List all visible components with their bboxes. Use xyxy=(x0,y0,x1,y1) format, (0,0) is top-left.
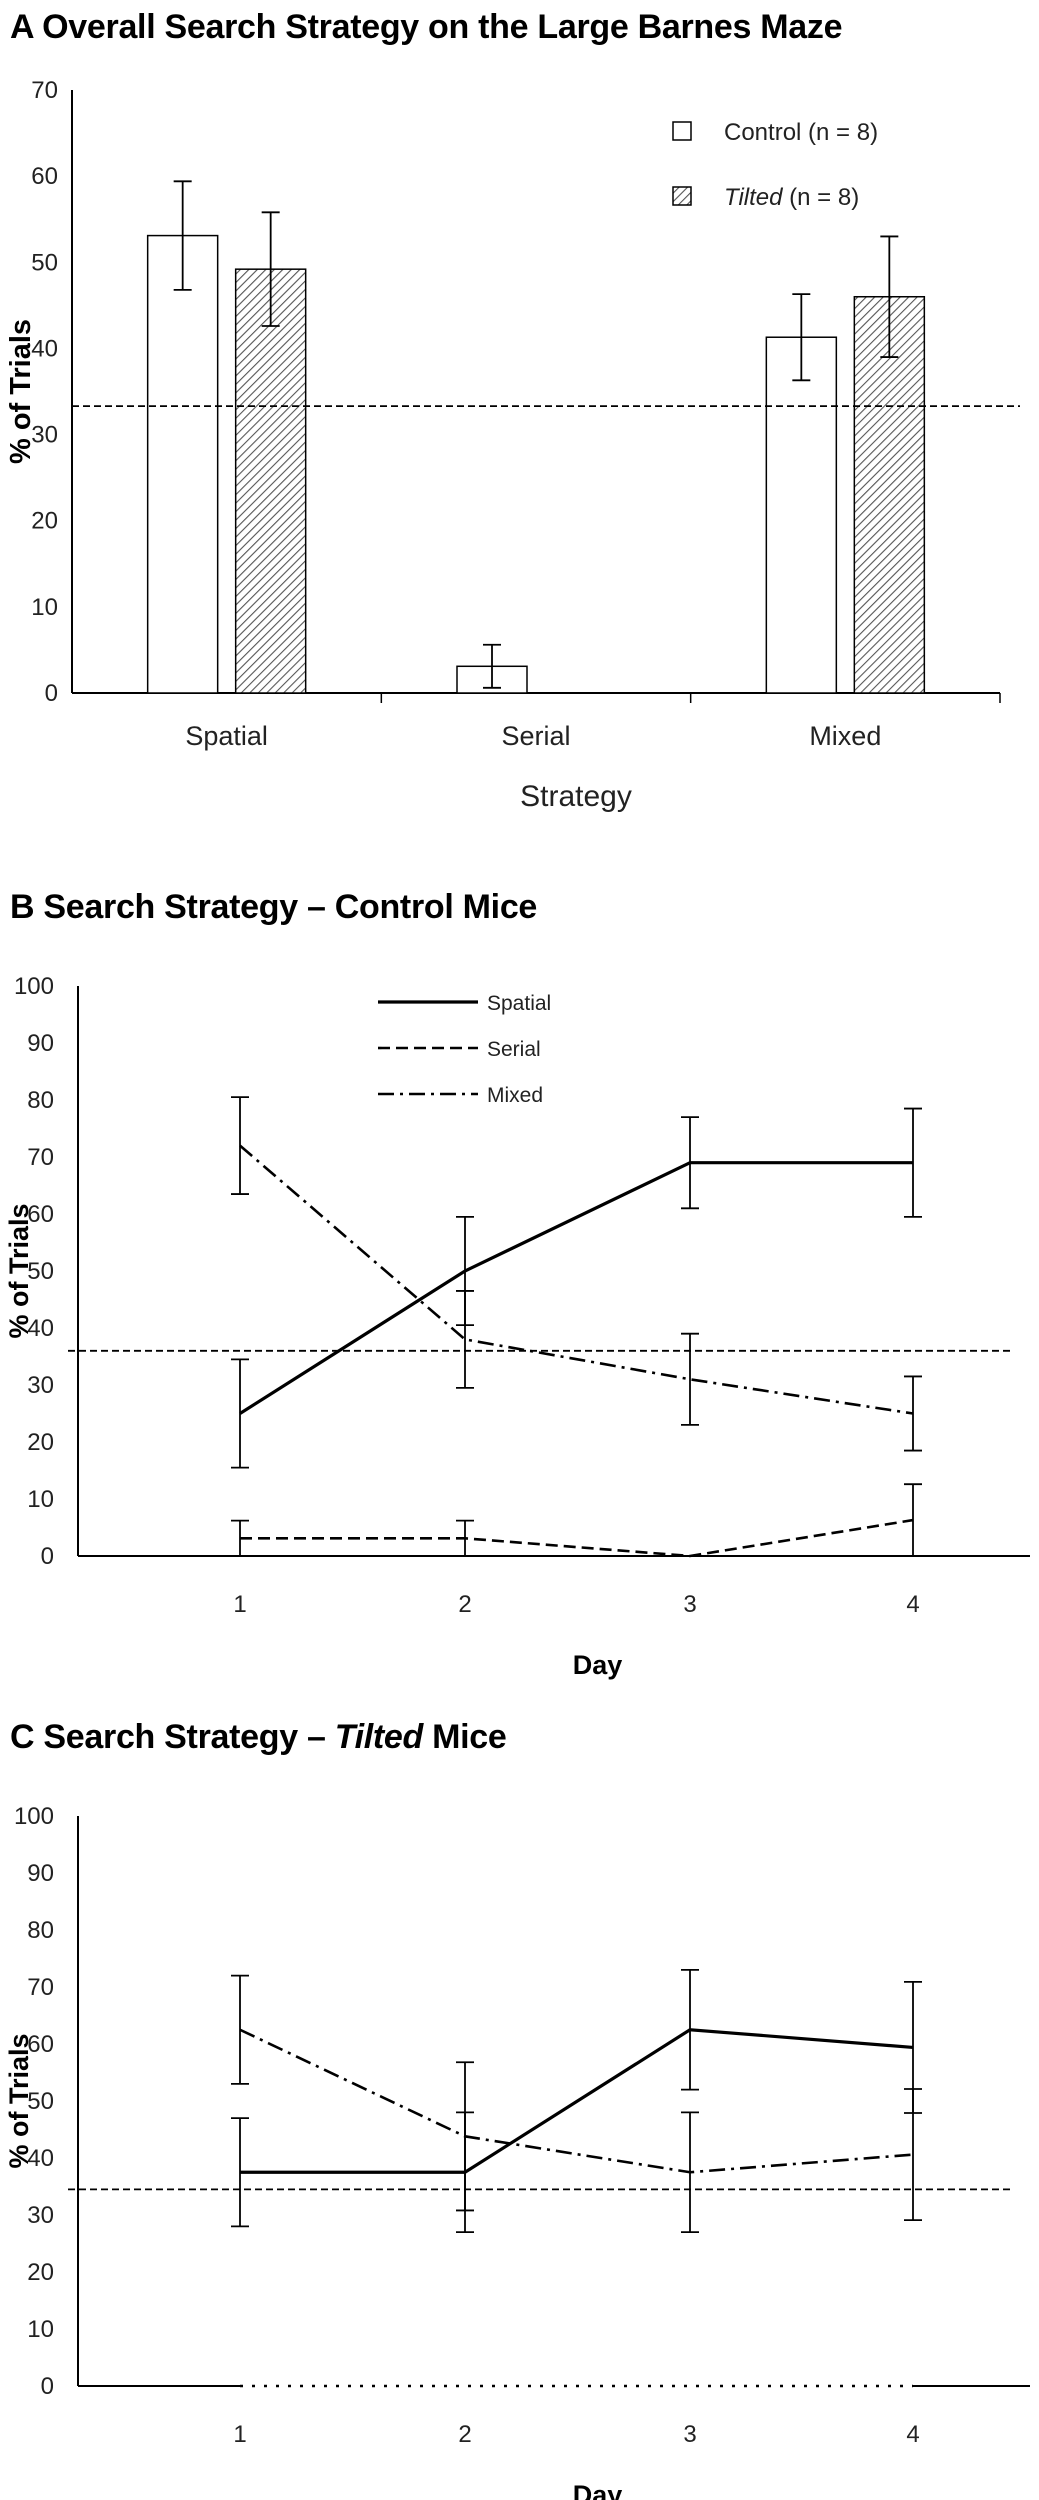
y-tick-label: 20 xyxy=(27,2259,54,2286)
legend-series-name: Control xyxy=(724,119,801,146)
y-tick-label: 0 xyxy=(41,1543,54,1570)
legend-label-control: Control (n = 8) xyxy=(724,119,878,146)
y-tick-label: 50 xyxy=(31,249,58,276)
legend-series-n: (n = 8) xyxy=(801,119,878,146)
legend-series-name: Tilted xyxy=(724,184,783,211)
panel-c-title-post: Mice xyxy=(422,1718,507,1756)
y-tick-label: 30 xyxy=(31,422,58,449)
y-tick-label: 80 xyxy=(27,1087,54,1114)
line-chart-control-mice: 0 10 20 30 40 50 60 70 80 90 100 % of Trials 1 2 3 4 Day… xyxy=(4,973,1030,1680)
x-tick-label: Spatial xyxy=(185,721,268,751)
x-tick-label: 1 xyxy=(233,1591,246,1618)
y-axis-title: % of Trials xyxy=(5,319,37,464)
panel-a-letter: A xyxy=(10,8,33,46)
y-tick-label: 0 xyxy=(41,2373,54,2400)
panel-b: B Search Strategy – Control Mice 0 10 20 30… xyxy=(0,880,1039,1680)
panel-c-title: C Search Strategy – Tilted Mice xyxy=(10,1718,507,1757)
y-tick-label: 10 xyxy=(31,594,58,621)
panel-c-title-pre: Search Strategy – xyxy=(43,1718,335,1756)
x-axis-title: Strategy xyxy=(520,780,632,813)
panel-c: C Search Strategy – Tilted Mice 0 10 20 30 4… xyxy=(0,1710,1039,2500)
legend-swatch-tilted xyxy=(672,186,692,206)
panel-a: A Overall Search Strategy on the Large B… xyxy=(0,0,1039,820)
y-tick-label: 20 xyxy=(31,508,58,535)
x-tick-label: 4 xyxy=(906,2421,919,2448)
x-tick-label: Serial xyxy=(501,721,570,751)
y-tick-label: 40 xyxy=(27,1315,54,1342)
legend-label-serial: Serial xyxy=(487,1038,541,1061)
line-chart-tilted-mice: 0 10 20 30 40 50 60 70 80 90 100 % of Trials 1 2 3 4 Day xyxy=(4,1803,1030,2500)
y-tick-label: 90 xyxy=(27,1860,54,1887)
series-line-serial xyxy=(240,1518,914,1558)
bar-chart-overall-strategy: 0 10 20 30 40 50 60 70 % of Trials Spatial Serial M… xyxy=(5,77,1020,813)
y-tick-label: 20 xyxy=(27,1429,54,1456)
y-tick-label: 80 xyxy=(27,1917,54,1944)
y-tick-label: 40 xyxy=(31,335,58,362)
y-tick-label: 100 xyxy=(14,1803,54,1830)
y-axis-title: % of Trials xyxy=(4,1203,34,1338)
y-tick-label: 30 xyxy=(27,2202,54,2229)
bar-tilted xyxy=(853,295,926,694)
y-tick-label: 90 xyxy=(27,1030,54,1057)
x-axis-title: Day xyxy=(573,2480,623,2500)
panel-b-title-pre: Search Strategy – xyxy=(43,888,335,926)
x-axis-title: Day xyxy=(573,1650,623,1680)
panel-b-title-post: Mice xyxy=(453,888,538,926)
legend-label-spatial: Spatial xyxy=(487,992,551,1015)
series-line-mixed xyxy=(239,1144,914,1415)
x-tick-label: Mixed xyxy=(809,721,881,751)
series-line-spatial xyxy=(239,1161,913,1415)
panel-a-title: A Overall Search Strategy on the Large B… xyxy=(10,8,842,47)
panel-b-title: B Search Strategy – Control Mice xyxy=(10,888,537,927)
x-tick-label: 4 xyxy=(906,1591,919,1618)
y-tick-label: 60 xyxy=(27,2031,54,2058)
panel-b-title-em: Control xyxy=(334,888,454,926)
legend-label-tilted: Tilted (n = 8) xyxy=(724,184,859,211)
x-tick-label: 2 xyxy=(458,1591,471,1618)
y-tick-label: 50 xyxy=(27,1258,54,1285)
y-tick-label: 70 xyxy=(31,77,58,104)
panel-c-letter: C xyxy=(10,1718,35,1756)
y-tick-label: 10 xyxy=(27,1486,54,1513)
y-tick-label: 10 xyxy=(27,2316,54,2343)
series-line-spatial xyxy=(240,2028,914,2174)
series-line-mixed xyxy=(239,2028,914,2174)
bar-control xyxy=(765,336,838,694)
y-tick-label: 100 xyxy=(14,973,54,1000)
legend-series-n: (n = 8) xyxy=(782,184,859,211)
panel-c-title-em: Tilted xyxy=(334,1718,424,1756)
y-tick-label: 60 xyxy=(31,163,58,190)
bar-tilted xyxy=(234,268,307,694)
x-tick-label: 1 xyxy=(233,2421,246,2448)
y-tick-label: 50 xyxy=(27,2088,54,2115)
x-tick-label: 3 xyxy=(683,1591,696,1618)
x-tick-label: 3 xyxy=(683,2421,696,2448)
panel-a-title-text: Overall Search Strategy on the Large Bar… xyxy=(42,8,843,46)
y-tick-label: 40 xyxy=(27,2145,54,2172)
y-tick-label: 0 xyxy=(45,680,58,707)
y-axis-title: % of Trials xyxy=(4,2033,34,2168)
bar-control xyxy=(146,234,219,694)
x-tick-label: 2 xyxy=(458,2421,471,2448)
legend-swatch-control xyxy=(672,121,692,141)
y-tick-label: 70 xyxy=(27,1144,54,1171)
y-tick-label: 70 xyxy=(27,1974,54,2001)
panel-b-letter: B xyxy=(10,888,35,926)
legend-label-mixed: Mixed xyxy=(487,1084,543,1107)
y-tick-label: 60 xyxy=(27,1201,54,1228)
y-tick-label: 30 xyxy=(27,1372,54,1399)
